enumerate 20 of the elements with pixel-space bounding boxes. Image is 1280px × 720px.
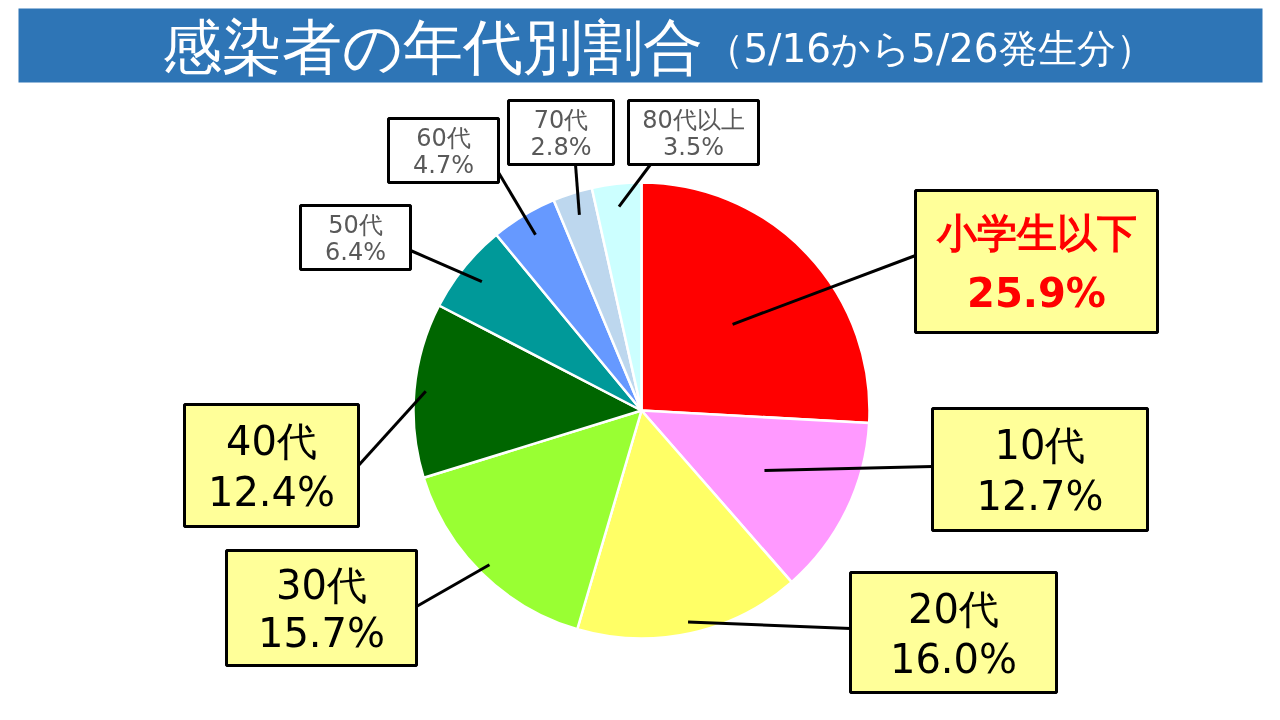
data-label: 16.0% (889, 635, 1018, 682)
slice-label: 10代 (994, 422, 1086, 469)
data-label: 3.5% (663, 132, 724, 161)
slice-label: 30代 (276, 562, 367, 608)
slice-label: 50代 (328, 210, 383, 239)
slice-label: 70代 (533, 105, 589, 134)
slice-label: 80代以上 (642, 105, 745, 134)
data-label: 12.7% (976, 473, 1104, 520)
slice-label: 小学生以下 (935, 210, 1137, 257)
data-label: 15.7% (257, 610, 386, 657)
data-label: 4.7% (413, 150, 474, 179)
chart-title: 感染者の年代別割合 (161, 11, 703, 82)
slice-label: 60代 (416, 123, 471, 152)
data-label: 12.4% (207, 469, 336, 516)
slice-label: 20代 (908, 585, 999, 632)
data-label: 25.9% (967, 269, 1106, 316)
data-label: 6.4% (325, 237, 386, 266)
slice-label: 40代 (226, 418, 317, 465)
data-label: 2.8% (530, 132, 592, 161)
chart-subtitle: （5/16から5/26発生分） (704, 26, 1155, 71)
